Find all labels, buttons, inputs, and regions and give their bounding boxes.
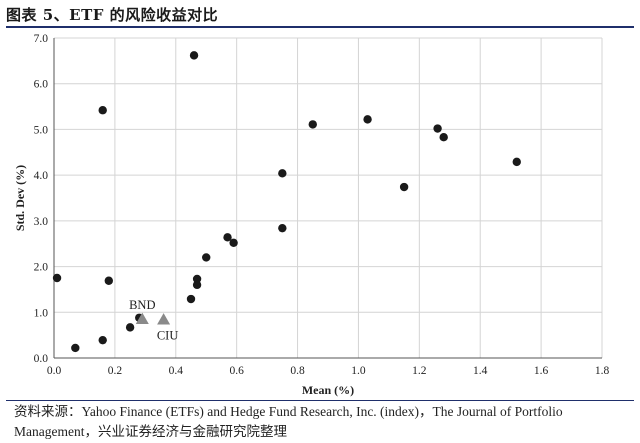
x-tick-label: 0.0	[47, 365, 62, 377]
x-tick-label: 0.4	[169, 365, 184, 377]
y-axis-label: Std. Dev (%)	[13, 165, 27, 231]
point-label-ciu: CIU	[157, 329, 179, 343]
x-tick-label: 1.2	[412, 365, 427, 377]
source-rule	[6, 400, 634, 401]
data-point	[98, 106, 107, 115]
y-tick-label: 3.0	[34, 216, 49, 228]
data-point	[98, 335, 107, 345]
data-point	[278, 169, 287, 178]
y-tick-label: 4.0	[34, 170, 49, 182]
y-tick-label: 1.0	[34, 307, 49, 319]
y-tick-label: 7.0	[34, 33, 49, 45]
data-point	[512, 157, 521, 167]
scatter-chart: 0.0 0.2 0.4 0.6 0.8 1.0 1.2 1.4 1.6 1.8 0.0 1.0 2.0 3…	[13, 33, 610, 397]
y-tick-label: 5.0	[34, 124, 49, 136]
x-tick-label: 1.4	[473, 365, 488, 377]
data-point	[363, 115, 372, 124]
data-point	[71, 343, 80, 353]
data-point	[192, 274, 202, 284]
data-point	[104, 276, 114, 285]
y-tick-label: 0.0	[34, 353, 49, 365]
data-point	[192, 280, 202, 290]
x-tick-label: 1.6	[534, 365, 549, 377]
x-tick-label: 0.2	[108, 365, 123, 377]
tick-labels: 0.0 0.2 0.4 0.6 0.8 1.0 1.2 1.4 1.6 1.8 0.0 1.0 2.0 3…	[34, 33, 610, 377]
highlight-point-ciu	[157, 313, 171, 325]
data-point	[202, 253, 211, 262]
x-axis-label: Mean (%)	[302, 383, 354, 397]
data-point	[189, 51, 199, 60]
figure-title: 图表 5、ETF 的风险收益对比	[6, 6, 219, 24]
x-tick-label: 0.6	[229, 365, 244, 377]
x-tick-label: 1.0	[351, 365, 366, 377]
title-rule	[6, 26, 634, 28]
data-point	[52, 273, 62, 283]
data-point	[125, 323, 135, 332]
x-tick-label: 1.8	[595, 365, 610, 377]
data-points: BND CIU	[52, 51, 521, 353]
data-point	[439, 133, 448, 142]
data-point	[186, 294, 196, 304]
data-point	[433, 124, 442, 133]
data-point	[223, 233, 232, 242]
highlight-point-bnd	[135, 312, 149, 325]
gridlines	[54, 37, 603, 358]
point-label-bnd: BND	[129, 298, 155, 312]
y-tick-label: 2.0	[34, 262, 49, 274]
source-note: 资料来源：Yahoo Finance (ETFs) and Hedge Fund…	[14, 404, 563, 439]
data-point	[308, 120, 317, 129]
y-tick-label: 6.0	[34, 79, 49, 91]
x-tick-label: 0.8	[290, 365, 305, 377]
data-point	[278, 223, 287, 233]
data-point	[399, 182, 409, 192]
data-point	[229, 238, 238, 247]
axes	[53, 38, 602, 359]
